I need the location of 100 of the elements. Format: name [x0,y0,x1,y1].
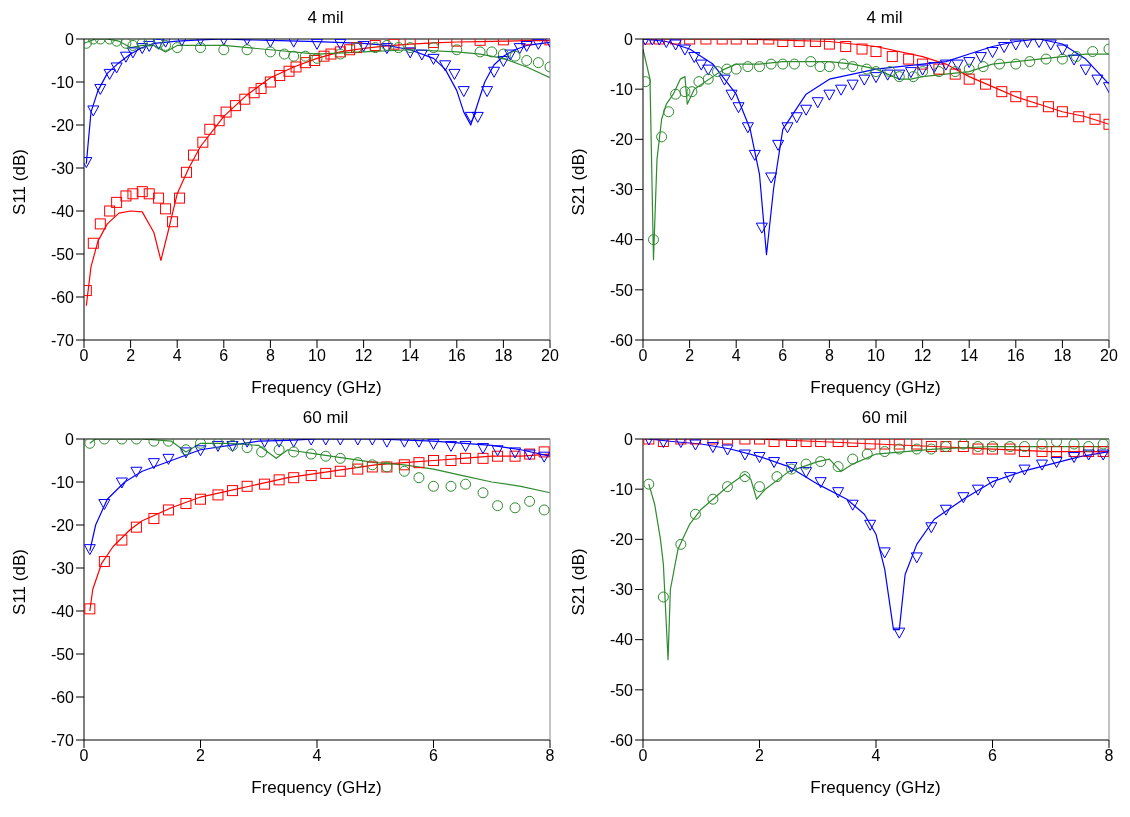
point [864,439,876,450]
x-tick-label: 12 [354,347,373,365]
point [772,139,785,151]
point [143,188,155,200]
x-axis-title: Frequency (GHz) [809,378,942,398]
chart-title: 60 mil [301,408,350,429]
point [786,439,798,448]
x-tick-label: 18 [1053,347,1072,365]
point [718,74,731,86]
point [800,104,813,116]
point [1091,74,1104,86]
point [1036,459,1049,471]
point [754,481,765,493]
point [448,68,461,80]
point [712,66,724,78]
point [832,439,844,448]
point [325,48,337,60]
point [439,60,452,72]
x-tick-label: 0 [638,747,648,765]
point [444,440,457,452]
x-tick-label: 4 [172,347,182,365]
point [398,459,410,471]
y-tick-label: -20 [609,131,634,149]
point [1068,439,1080,450]
point [334,39,347,50]
point [977,61,989,73]
point [509,502,521,514]
x-tick-label: 6 [429,747,439,765]
point [290,61,302,73]
point [474,46,486,58]
point [686,86,698,98]
point [911,443,923,455]
point [1068,452,1081,464]
point [413,472,425,484]
point [459,440,472,452]
point [84,603,96,615]
point [823,39,835,50]
point [878,547,891,559]
point [939,504,952,516]
x-tick-label: 18 [494,347,513,365]
point [136,43,149,55]
point [127,188,139,200]
point [858,74,871,86]
point [264,76,276,88]
point [148,513,160,525]
x-tick-label: 0 [638,347,648,365]
point [352,457,364,469]
point [781,122,794,134]
point [702,73,714,85]
point [790,112,803,124]
x-tick-label: 2 [755,747,765,765]
chart-title: 4 mil [865,8,904,29]
point [344,44,356,56]
point [1056,106,1068,118]
point [721,444,734,456]
point [160,203,172,215]
point [1026,96,1038,108]
point [993,58,1005,70]
point [739,471,751,483]
point [229,100,241,112]
point [305,448,317,460]
point [1010,91,1022,103]
point [513,43,526,55]
point [195,439,206,449]
y-axis-title: S21 (dB) [569,148,589,216]
point [1042,101,1054,113]
y-tick-label: -60 [50,288,75,306]
point [765,58,777,70]
point [657,591,669,603]
y-tick-label: -10 [50,473,75,491]
point [675,538,687,550]
point [788,58,800,70]
point [809,39,821,48]
point [643,478,655,490]
point [755,222,768,234]
point [837,58,849,70]
point [283,65,295,77]
point [1079,64,1092,76]
point [998,42,1011,54]
point [497,56,510,67]
point [1018,464,1031,476]
point [847,453,859,465]
point [352,463,364,475]
point [1010,58,1022,70]
point [670,88,682,100]
point [656,131,668,143]
x-tick-label: 4 [312,747,322,765]
point [707,493,719,505]
point [864,519,877,531]
point [393,42,405,54]
point [103,68,116,80]
point [504,49,517,61]
point [130,521,142,533]
point [893,439,905,450]
point [986,477,999,489]
x-tick-label: 14 [960,347,979,365]
point [197,136,209,148]
y-axis-title: S11 (dB) [10,149,30,215]
point [732,102,745,114]
y-tick-label: -50 [609,281,634,299]
